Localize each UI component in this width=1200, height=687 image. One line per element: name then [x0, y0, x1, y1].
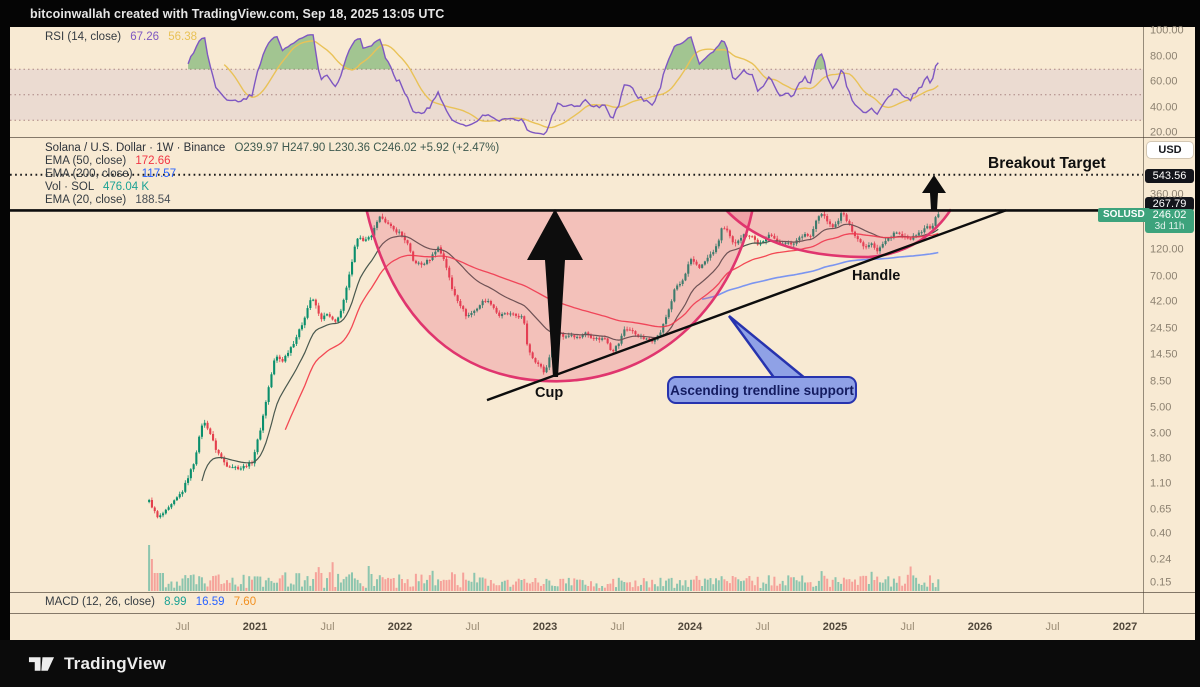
rsi-axis-tick: 60.00: [1150, 75, 1178, 88]
rsi-value: 67.26: [130, 31, 160, 43]
price-axis-tick: 120.00: [1150, 243, 1184, 256]
price-axis-tick: 1.80: [1150, 452, 1172, 465]
chart-background: [10, 27, 1195, 640]
ema20-name: EMA (20, close): [45, 194, 127, 206]
trendline-callout[interactable]: Ascending trendline support: [667, 376, 857, 404]
price-axis-tick: 360.00: [1150, 188, 1184, 201]
cup-label[interactable]: Cup: [535, 385, 564, 401]
bar-countdown: 3d 11h: [1154, 221, 1185, 232]
macd-legend[interactable]: MACD (12, 26, close) 8.99 16.59 7.60: [45, 596, 256, 609]
time-axis-tick: 2021: [242, 621, 268, 633]
trendline-callout-text: Ascending trendline support: [670, 382, 854, 398]
price-axis-tick: 8.50: [1150, 375, 1172, 388]
rsi-axis-tick: 80.00: [1150, 50, 1178, 62]
pane-divider-macd[interactable]: [10, 592, 1195, 593]
macd-value-2: 16.59: [195, 596, 225, 608]
symbol-legend[interactable]: Solana / U.S. Dollar · 1W · Binance O239…: [45, 142, 499, 155]
price-axis-tick: 0.65: [1150, 503, 1172, 516]
breakout-target-label[interactable]: Breakout Target: [988, 155, 1106, 172]
rsi-legend[interactable]: RSI (14, close) 67.26 56.38: [45, 31, 197, 44]
time-axis-tick: Jul: [1045, 621, 1060, 633]
time-axis-divider: [10, 613, 1195, 614]
ema50-name: EMA (50, close): [45, 155, 127, 167]
footer-bar: TradingView: [0, 640, 1200, 687]
time-axis-tick: Jul: [465, 621, 480, 633]
price-axis-tick: 0.24: [1150, 553, 1172, 566]
time-axis-tick: Jul: [610, 621, 625, 633]
ema200-name: EMA (200, close): [45, 168, 133, 180]
ema50-value: 172.66: [135, 155, 171, 167]
ema200-value: 117.57: [141, 168, 177, 180]
symbol-price-tag: SOLUSD: [1098, 208, 1150, 222]
price-axis-tick: 0.15: [1150, 576, 1172, 589]
volume-value: 476.04 K: [103, 181, 150, 193]
attribution-text: bitcoinwallah created with TradingView.c…: [30, 6, 445, 21]
price-axis-tick: 14.50: [1150, 348, 1178, 361]
title-bar: bitcoinwallah created with TradingView.c…: [0, 0, 1200, 27]
macd-value-1: 8.99: [164, 596, 187, 608]
last-price-badge: 246.02 3d 11h: [1145, 209, 1194, 233]
tradingview-logo-icon[interactable]: [28, 653, 55, 675]
rsi-pane[interactable]: [10, 27, 1143, 137]
rsi-axis-tick: 40.00: [1150, 101, 1178, 113]
symbol-title: Solana / U.S. Dollar · 1W · Binance: [45, 142, 226, 154]
currency-toggle-button[interactable]: USD: [1147, 142, 1193, 158]
time-axis-tick: Jul: [320, 621, 335, 633]
ema20-legend[interactable]: EMA (20, close) 188.54: [45, 194, 171, 207]
volume-name: Vol · SOL: [45, 181, 94, 193]
ema50-legend[interactable]: EMA (50, close) 172.66: [45, 155, 171, 168]
time-axis-tick: 2024: [677, 621, 703, 633]
price-axis-tick: 5.00: [1150, 401, 1172, 414]
time-axis-tick: 2025: [822, 621, 848, 633]
time-axis-tick: Jul: [900, 621, 915, 633]
handle-label[interactable]: Handle: [852, 268, 901, 284]
ema200-legend[interactable]: EMA (200, close) 117.57: [45, 168, 176, 181]
tradingview-wordmark[interactable]: TradingView: [64, 653, 167, 673]
time-axis-tick: 2022: [387, 621, 413, 633]
time-axis-tick: 2027: [1112, 621, 1138, 633]
price-axis-tick: 42.00: [1150, 295, 1178, 308]
price-axis-tick: 24.50: [1150, 322, 1178, 335]
volume-legend[interactable]: Vol · SOL 476.04 K: [45, 181, 149, 194]
resistance-level-badge: 267.79: [1145, 197, 1194, 211]
macd-name: MACD (12, 26, close): [45, 596, 155, 608]
price-axis-tick: 3.00: [1150, 427, 1172, 440]
ohlc-values: O239.97 H247.90 L230.36 C246.02 +5.92 (+…: [234, 142, 500, 154]
time-axis-tick: Jul: [755, 621, 770, 633]
rsi-axis-tick: 20.00: [1150, 126, 1178, 139]
price-axis-tick: 70.00: [1150, 270, 1178, 283]
price-pane[interactable]: [10, 137, 1143, 592]
rsi-legend-name: RSI (14, close): [45, 31, 122, 43]
price-axis-tick: 1.10: [1150, 477, 1172, 490]
macd-value-3: 7.60: [233, 596, 257, 608]
rsi-axis-tick: 100.00: [1150, 24, 1184, 37]
last-price-value: 246.02: [1152, 209, 1187, 221]
time-axis-tick: 2026: [967, 621, 993, 633]
time-axis-tick: 2023: [532, 621, 558, 633]
breakout-level-badge: 543.56: [1145, 169, 1194, 183]
price-axis-tick: 0.40: [1150, 527, 1172, 540]
ema20-value: 188.54: [135, 194, 171, 206]
pane-divider-rsi[interactable]: [10, 137, 1195, 138]
price-axis-separator[interactable]: [1143, 27, 1144, 613]
time-axis-tick: Jul: [175, 621, 190, 633]
rsi-ma-value: 56.38: [168, 31, 198, 43]
